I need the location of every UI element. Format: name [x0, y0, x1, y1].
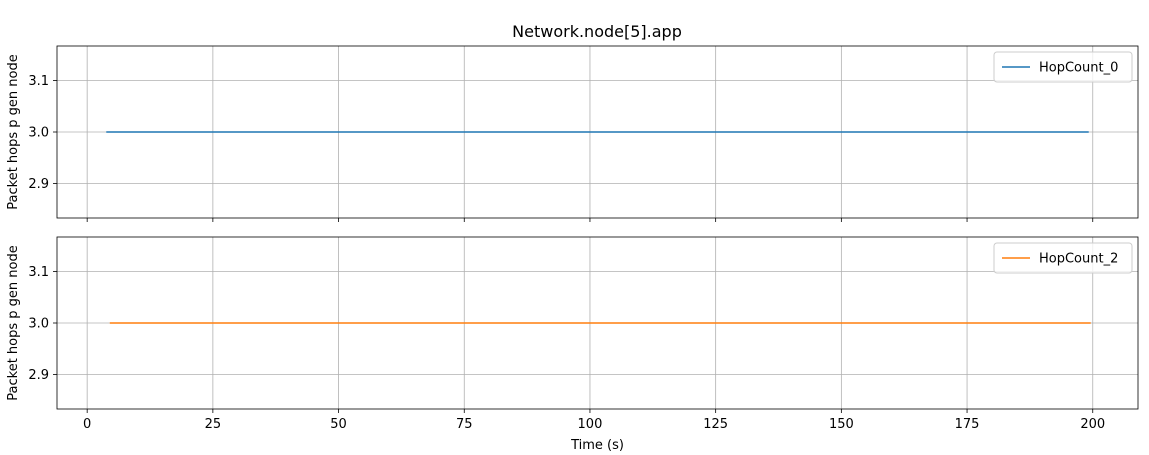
- figure-title: Network.node[5].app: [512, 22, 682, 41]
- legend-label: HopCount_0: [1039, 61, 1118, 76]
- x-tick-label: 200: [1080, 417, 1105, 432]
- y-tick-label: 3.1: [28, 74, 49, 89]
- x-tick-label: 50: [330, 417, 347, 432]
- x-tick-label: 150: [829, 417, 854, 432]
- x-tick-label: 100: [578, 417, 603, 432]
- x-tick-label: 25: [205, 417, 222, 432]
- bottom-subplot: 0 25 50 75 100 125 150 175 200 2.9 3.0 3.1 Packet ho…: [6, 236, 1139, 453]
- legend-box: [993, 51, 1133, 83]
- y-tick-label: 2.9: [28, 368, 49, 383]
- top-subplot: 2.9 3.0 3.1 Packet hops p gen node HopCount_…: [6, 45, 1139, 222]
- legend-box: [993, 242, 1133, 274]
- y-tick-label: 2.9: [28, 177, 49, 192]
- x-tick-label: 0: [83, 417, 91, 432]
- x-tick-label: 125: [703, 417, 728, 432]
- x-axis-label: Time (s): [570, 438, 624, 453]
- y-tick-label: 3.0: [28, 317, 49, 332]
- y-tick-label: 3.1: [28, 265, 49, 280]
- x-tick-label: 75: [456, 417, 473, 432]
- y-axis-label: Packet hops p gen node: [6, 54, 21, 209]
- y-tick-label: 3.0: [28, 126, 49, 141]
- legend-label: HopCount_2: [1039, 252, 1118, 267]
- x-tick-label: 175: [955, 417, 980, 432]
- y-axis-label: Packet hops p gen node: [6, 245, 21, 400]
